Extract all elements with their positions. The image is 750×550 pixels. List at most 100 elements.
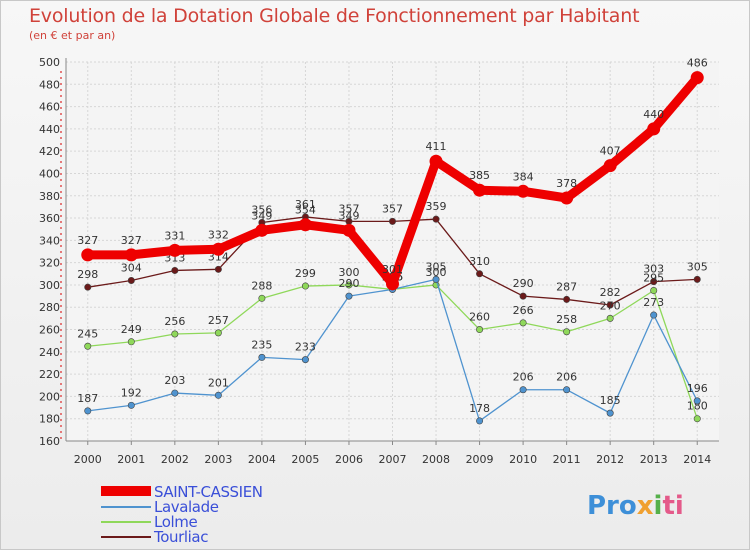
data-point-tourliac: [519, 292, 527, 300]
y-tick-label: 300: [39, 279, 60, 292]
data-label-lavalade: 203: [164, 374, 185, 387]
data-label-lolme: 300: [338, 266, 359, 279]
data-label-tourliac: 298: [77, 268, 98, 281]
data-label-tourliac: 282: [600, 286, 621, 299]
data-label-lavalade: 305: [426, 260, 447, 273]
data-point-saint-cassien: [386, 277, 399, 291]
data-point-saint-cassien: [690, 71, 704, 85]
x-tick-label: 2011: [553, 453, 581, 466]
legend-swatch-lolme: [101, 521, 151, 523]
data-point-lolme: [650, 287, 658, 295]
data-point-lolme: [258, 294, 266, 302]
data-label-tourliac: 359: [426, 200, 447, 213]
y-tick-label: 320: [39, 257, 60, 270]
proxiti-logo: Proxiti: [587, 491, 684, 521]
data-label-lolme: 258: [556, 313, 577, 326]
x-tick-label: 2012: [596, 453, 624, 466]
data-point-lavalade: [258, 353, 266, 361]
data-point-lolme: [476, 326, 484, 334]
data-point-lolme: [693, 415, 701, 423]
legend-item-lavalade: Lavalade: [101, 498, 301, 516]
data-label-saint-cassien: 349: [338, 209, 359, 222]
data-point-tourliac: [563, 295, 571, 303]
data-label-lavalade: 185: [600, 394, 621, 407]
x-tick-label: 2005: [291, 453, 319, 466]
data-label-lavalade: 201: [208, 376, 229, 389]
data-label-saint-cassien: 384: [513, 170, 534, 183]
data-label-lavalade: 206: [513, 371, 534, 384]
y-tick-label: 500: [39, 56, 60, 69]
data-point-lavalade: [432, 275, 440, 283]
data-point-saint-cassien: [298, 218, 312, 232]
data-point-saint-cassien: [647, 122, 661, 136]
data-label-tourliac: 287: [556, 280, 577, 293]
data-point-lavalade: [476, 417, 484, 425]
data-label-tourliac: 305: [687, 260, 708, 273]
data-point-lavalade: [606, 409, 614, 417]
data-point-saint-cassien: [342, 223, 356, 237]
data-point-lolme: [301, 282, 309, 290]
x-tick-label: 2004: [248, 453, 276, 466]
data-point-lolme: [84, 342, 92, 350]
data-point-saint-cassien: [81, 248, 95, 262]
y-tick-label: 400: [39, 167, 60, 180]
data-point-lavalade: [563, 386, 571, 394]
y-tick-label: 380: [39, 190, 60, 203]
y-tick-label: 240: [39, 346, 60, 359]
data-point-saint-cassien: [124, 248, 138, 262]
data-label-saint-cassien: 486: [687, 57, 708, 70]
data-point-lavalade: [519, 386, 527, 394]
y-tick-label: 480: [39, 78, 60, 91]
data-label-lolme: 299: [295, 267, 316, 280]
data-label-lolme: 257: [208, 314, 229, 327]
data-point-tourliac: [693, 275, 701, 283]
legend-item-saint-cassien: SAINT-CASSIEN: [101, 483, 301, 501]
data-label-lolme: 249: [121, 323, 142, 336]
chart-subtitle: (en € et par an): [29, 29, 116, 42]
data-point-lolme: [563, 328, 571, 336]
x-tick-label: 2008: [422, 453, 450, 466]
legend-label-lavalade: Lavalade: [154, 498, 219, 516]
y-tick-label: 260: [39, 324, 60, 337]
legend-item-lolme: Lolme: [101, 513, 301, 531]
legend-label-lolme: Lolme: [154, 513, 198, 531]
data-label-saint-cassien: 327: [77, 234, 98, 247]
data-label-lavalade: 290: [338, 277, 359, 290]
y-tick-label: 280: [39, 301, 60, 314]
data-point-lavalade: [214, 391, 222, 399]
data-point-lavalade: [693, 397, 701, 405]
data-point-tourliac: [388, 217, 396, 225]
data-point-lolme: [127, 338, 135, 346]
y-tick-label: 220: [39, 368, 60, 381]
data-point-saint-cassien: [255, 223, 269, 237]
data-point-saint-cassien: [168, 243, 182, 257]
x-tick-label: 2013: [640, 453, 668, 466]
data-point-lavalade: [345, 292, 353, 300]
data-label-saint-cassien: 327: [121, 234, 142, 247]
x-tick-label: 2010: [509, 453, 537, 466]
chart-title: Evolution de la Dotation Globale de Fonc…: [29, 5, 640, 27]
x-tick-label: 2001: [117, 453, 145, 466]
data-point-lavalade: [301, 356, 309, 364]
logo-part-1: Pro: [587, 491, 637, 521]
logo-part-2: x: [636, 491, 654, 521]
data-label-saint-cassien: 354: [295, 204, 316, 217]
data-point-lavalade: [650, 311, 658, 319]
y-tick-label: 160: [39, 435, 60, 448]
y-tick-label: 360: [39, 212, 60, 225]
data-point-lolme: [519, 319, 527, 327]
data-point-tourliac: [606, 301, 614, 309]
logo-part-4: ti: [662, 491, 684, 521]
data-label-tourliac: 356: [251, 204, 272, 217]
data-label-saint-cassien: 331: [164, 229, 185, 242]
data-label-tourliac: 290: [513, 277, 534, 290]
data-label-lolme: 288: [251, 279, 272, 292]
y-tick-label: 440: [39, 123, 60, 136]
data-label-lavalade: 187: [77, 392, 98, 405]
data-point-tourliac: [214, 265, 222, 273]
legend-label-tourliac: Tourliac: [154, 528, 209, 546]
data-label-tourliac: 361: [295, 198, 316, 211]
data-point-lavalade: [127, 401, 135, 409]
legend-swatch-tourliac: [101, 536, 151, 538]
data-label-lavalade: 273: [643, 296, 664, 309]
